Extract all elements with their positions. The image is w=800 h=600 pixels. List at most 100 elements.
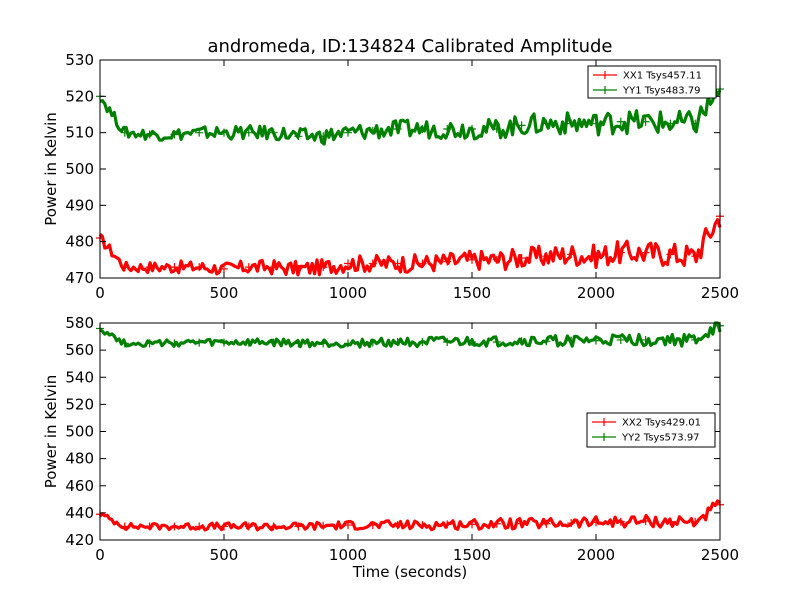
data-point [641, 117, 650, 126]
data-point [641, 517, 650, 526]
data-point [691, 335, 700, 344]
series-line [99, 88, 722, 146]
data-point [641, 248, 650, 257]
data-point [418, 521, 427, 530]
data-point [567, 519, 576, 528]
data-point [567, 119, 576, 128]
data-point [344, 339, 352, 348]
series-line [98, 218, 722, 277]
data-point [170, 339, 179, 348]
x-tick-label: 1000 [329, 284, 367, 302]
data-point [492, 125, 501, 134]
data-point [269, 128, 278, 137]
series-line [99, 321, 722, 349]
data-point [666, 250, 675, 259]
legend: XX2 Tsys429.01 YY2 Tsys573.97 [586, 412, 716, 448]
y-tick-label: 440 [65, 504, 94, 522]
series-1-0 [96, 499, 724, 532]
data-point [641, 335, 650, 344]
data-point [666, 119, 675, 128]
data-point [294, 522, 303, 531]
y-tick-label: 580 [65, 314, 94, 332]
data-point [616, 117, 625, 126]
legend-label: YY2 Tsys573.97 [621, 433, 700, 444]
data-point [542, 119, 551, 128]
data-point [542, 519, 551, 528]
legend-box [587, 65, 717, 99]
y-tick-label: 480 [65, 233, 94, 251]
data-point [393, 259, 402, 268]
data-point [592, 252, 600, 261]
legend-box [586, 412, 716, 448]
data-point [319, 521, 328, 530]
data-point [244, 128, 253, 137]
data-point [443, 337, 452, 346]
data-point [145, 263, 154, 272]
data-point [244, 263, 253, 272]
series-line [98, 499, 722, 532]
y-tick-label: 460 [65, 477, 94, 495]
data-point [666, 335, 675, 344]
bottom-panel: 0 500 1000 1500 2000 2500 420 440 460 480 500 520 54… [42, 314, 739, 581]
data-point [294, 132, 303, 141]
x-tick-label: 1500 [453, 546, 491, 564]
data-point [344, 259, 352, 268]
x-tick-label: 2000 [577, 284, 615, 302]
data-point [145, 339, 154, 348]
y-axis-label: Power in Kelvin [42, 375, 60, 489]
y-axis-label: Power in Kelvin [42, 112, 60, 226]
data-point [492, 255, 501, 264]
data-point [120, 339, 129, 348]
data-point [220, 338, 228, 347]
data-point [269, 522, 278, 531]
data-point [294, 264, 303, 273]
y-tick-label: 520 [65, 395, 94, 413]
data-point [368, 338, 377, 347]
data-point [616, 248, 625, 257]
data-point [120, 522, 129, 531]
data-point [294, 339, 303, 348]
data-point [195, 128, 204, 137]
y-tick-label: 510 [65, 124, 94, 142]
x-tick-label: 0 [95, 284, 105, 302]
legend-label: XX2 Tsys429.01 [622, 418, 701, 429]
data-point [691, 252, 700, 261]
y-tick-label: 560 [65, 341, 94, 359]
x-tick-label: 1000 [329, 546, 367, 564]
data-point [542, 252, 551, 261]
data-point [468, 255, 476, 264]
y-tick-label: 500 [65, 160, 94, 178]
data-point [319, 132, 328, 141]
data-point [368, 521, 377, 530]
data-point [368, 259, 377, 268]
series-0-1 [96, 85, 724, 146]
data-point [691, 119, 700, 128]
legend: XX1 Tsys457.11 YY1 Tsys483.79 [587, 65, 717, 99]
chart-title: andromeda, ID:134824 Calibrated Amplitud… [207, 36, 612, 57]
series-1-1 [96, 321, 724, 349]
data-point [195, 263, 204, 272]
data-point [443, 520, 452, 529]
data-point [443, 125, 452, 134]
data-point [269, 338, 278, 347]
legend-label: XX1 Tsys457.11 [623, 71, 702, 82]
data-point [344, 521, 352, 530]
y-tick-label: 540 [65, 368, 94, 386]
data-point [418, 125, 427, 134]
data-point [418, 337, 427, 346]
data-point [244, 338, 253, 347]
legend-label: YY1 Tsys483.79 [622, 86, 701, 97]
top-panel: 0 500 1000 1500 2000 2500 470 480 490 500 510 520 53… [42, 51, 739, 302]
data-point [443, 257, 452, 266]
data-point [220, 522, 228, 531]
y-tick-label: 520 [65, 87, 94, 105]
data-point [616, 335, 625, 344]
x-tick-label: 2500 [701, 546, 739, 564]
data-point [195, 338, 204, 347]
data-point [319, 263, 328, 272]
data-point [517, 337, 526, 346]
data-point [517, 254, 526, 263]
data-point [616, 517, 625, 526]
